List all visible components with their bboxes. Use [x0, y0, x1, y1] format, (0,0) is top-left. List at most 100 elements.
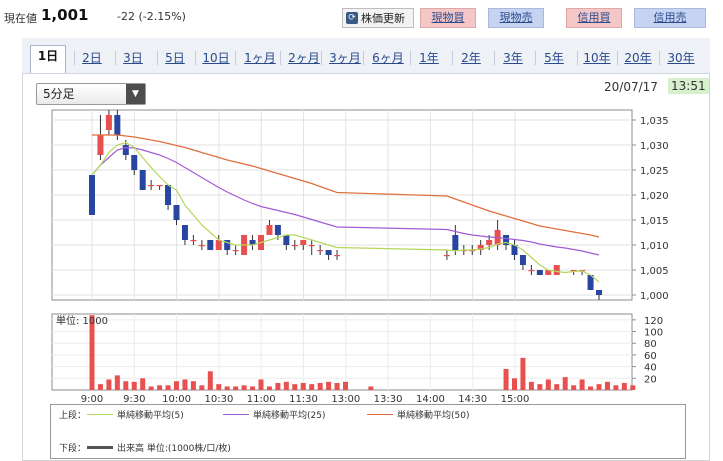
tab-1[interactable]: 2日	[82, 51, 102, 65]
volume-bar	[596, 384, 602, 390]
tab-4[interactable]: 10日	[202, 51, 230, 65]
volume-bar	[326, 381, 332, 390]
legend-ma5-swatch	[87, 414, 113, 415]
spot-buy-button[interactable]: 現物買	[420, 8, 476, 28]
candle-body	[105, 115, 112, 130]
volume-bar	[157, 385, 163, 390]
volume-bar	[123, 381, 129, 390]
tab-5[interactable]: 1ヶ月	[244, 51, 276, 65]
candle-body	[469, 250, 476, 252]
time-tick-label: 14:30	[458, 394, 487, 405]
volume-bar	[630, 385, 636, 390]
volume-bar	[250, 386, 256, 390]
candle-body	[156, 185, 163, 187]
legend-upper-label: 上段：	[59, 411, 87, 421]
candle-body	[173, 205, 180, 220]
time-tick-label: 10:00	[162, 394, 191, 405]
candle-body	[334, 255, 341, 257]
tab-2[interactable]: 3日	[123, 51, 143, 65]
time-tick-label: 15:00	[501, 394, 530, 405]
legend-ma50-swatch	[367, 414, 393, 415]
ma5-line	[91, 141, 600, 283]
volume-bar	[182, 379, 188, 390]
candle-body	[596, 290, 602, 295]
volume-bar	[199, 385, 205, 390]
candle-body	[545, 270, 552, 275]
spot-sell-button[interactable]: 現物売	[488, 8, 544, 28]
legend-ma50: 単純移動平均(50)	[367, 408, 469, 421]
tab-14[interactable]: 20年	[624, 51, 652, 65]
candle-body	[570, 270, 577, 272]
tab-12[interactable]: 5年	[544, 51, 564, 65]
volume-tick-label: 120	[644, 316, 663, 327]
tab-separator	[410, 51, 411, 65]
time-tick-label: 13:30	[374, 394, 403, 405]
tab-13[interactable]: 10年	[583, 51, 611, 65]
candle-body	[114, 115, 121, 135]
candle-body	[232, 250, 239, 252]
time-tick-label: 11:30	[289, 394, 318, 405]
candle-body	[224, 240, 231, 250]
candle-body	[553, 265, 560, 275]
tab-10[interactable]: 2年	[461, 51, 481, 65]
tab-11[interactable]: 3年	[503, 51, 523, 65]
volume-bar	[292, 384, 298, 390]
interval-select[interactable]: 5分足 ▼	[36, 83, 146, 105]
candle-body	[325, 250, 332, 255]
legend-ma25: 単純移動平均(25)	[223, 408, 325, 421]
tab-6[interactable]: 2ヶ月	[288, 51, 320, 65]
tab-0[interactable]: 1日	[30, 45, 66, 73]
tab-3[interactable]: 5日	[165, 51, 185, 65]
tab-separator	[321, 51, 322, 65]
tab-separator	[74, 51, 75, 65]
tab-9[interactable]: 1年	[419, 51, 439, 65]
tab-8[interactable]: 6ヶ月	[372, 51, 404, 65]
volume-bar	[300, 382, 306, 390]
margin-sell-button[interactable]: 信用売	[634, 8, 706, 28]
candle-body	[249, 240, 256, 245]
legend-ma5-label: 単純移動平均(5)	[117, 411, 184, 421]
volume-bar	[266, 386, 272, 390]
candle-body	[122, 145, 129, 155]
candle-body	[511, 245, 518, 255]
volume-unit-title: 単位: 1000	[56, 314, 108, 327]
volume-bar	[334, 382, 340, 390]
volume-bar	[520, 357, 526, 390]
candle-body	[308, 245, 315, 247]
tab-separator	[577, 51, 578, 65]
volume-bar	[621, 382, 627, 390]
refresh-price-button[interactable]: ⟳ 株価更新	[342, 8, 414, 28]
tab-7[interactable]: 3ヶ月	[329, 51, 361, 65]
candle-body	[207, 240, 214, 250]
price-tick-label: 1,025	[640, 166, 669, 177]
volume-bar	[613, 385, 619, 390]
volume-tick-label: 20	[644, 374, 657, 385]
legend-lower-label: 下段：	[59, 444, 87, 454]
candle-body	[452, 235, 459, 250]
volume-bar	[131, 381, 137, 390]
legend-ma5: 単純移動平均(5)	[87, 408, 184, 421]
price-tick-label: 1,020	[640, 191, 669, 202]
margin-buy-button[interactable]: 信用買	[566, 8, 622, 28]
tab-15[interactable]: 30年	[667, 51, 695, 65]
time-tick-label: 10:30	[204, 394, 233, 405]
volume-bar	[224, 386, 230, 390]
tab-separator	[115, 51, 116, 65]
candle-body	[503, 235, 510, 245]
candle-body	[317, 250, 324, 252]
legend-ma50-label: 単純移動平均(50)	[397, 411, 470, 421]
tab-separator	[235, 51, 236, 65]
tab-separator	[280, 51, 281, 65]
chevron-down-icon: ▼	[126, 84, 145, 104]
volume-bar	[317, 382, 323, 390]
candle-body	[198, 245, 205, 247]
volume-bar	[604, 381, 610, 390]
volume-bar	[97, 384, 103, 390]
time-tick-label: 9:00	[81, 394, 103, 405]
volume-tick-label: 80	[644, 339, 657, 350]
tab-separator	[617, 51, 618, 65]
tab-separator	[363, 51, 364, 65]
period-tab-bar	[22, 38, 710, 74]
tab-separator	[494, 51, 495, 65]
legend-volume-label: 出来高 単位:(1000株/口/枚)	[117, 444, 231, 454]
